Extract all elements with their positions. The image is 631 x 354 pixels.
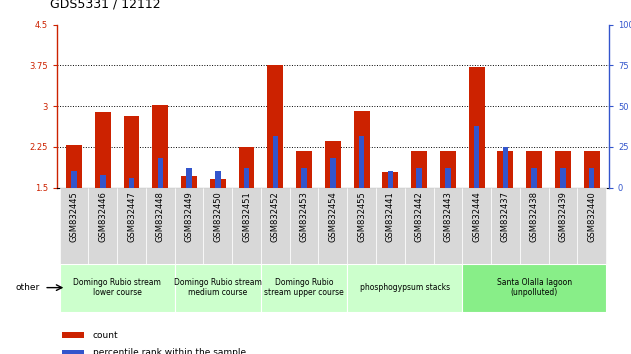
- Bar: [325, 142, 341, 188]
- Bar: [290, 188, 319, 264]
- Text: Domingo Rubio stream
medium course: Domingo Rubio stream medium course: [174, 278, 262, 297]
- Text: GSM832451: GSM832451: [242, 192, 251, 242]
- Bar: [62, 350, 85, 354]
- Bar: [124, 116, 139, 188]
- Bar: [100, 175, 105, 188]
- Bar: [158, 158, 163, 188]
- Bar: [117, 188, 146, 264]
- Bar: [463, 264, 606, 312]
- Bar: [60, 264, 175, 312]
- Bar: [273, 136, 278, 188]
- Bar: [95, 112, 110, 188]
- Bar: [129, 178, 134, 188]
- Bar: [210, 179, 226, 188]
- Bar: [71, 171, 77, 188]
- Text: GSM832444: GSM832444: [472, 192, 481, 242]
- Bar: [555, 151, 571, 188]
- Bar: [548, 188, 577, 264]
- Bar: [584, 151, 599, 188]
- Bar: [302, 168, 307, 188]
- Bar: [347, 264, 463, 312]
- Text: other: other: [16, 283, 40, 292]
- Bar: [382, 172, 398, 188]
- Text: GSM832439: GSM832439: [558, 192, 567, 242]
- Bar: [203, 188, 232, 264]
- Bar: [215, 171, 221, 188]
- Bar: [411, 151, 427, 188]
- Bar: [440, 151, 456, 188]
- Bar: [463, 188, 491, 264]
- Bar: [560, 168, 565, 188]
- Bar: [526, 151, 542, 188]
- Bar: [404, 188, 433, 264]
- Bar: [66, 145, 82, 188]
- Bar: [491, 188, 520, 264]
- Bar: [359, 136, 364, 188]
- Bar: [319, 188, 347, 264]
- Bar: [347, 188, 376, 264]
- Text: GSM832450: GSM832450: [213, 192, 222, 242]
- Bar: [474, 126, 480, 188]
- Bar: [520, 188, 548, 264]
- Text: GSM832441: GSM832441: [386, 192, 395, 242]
- Bar: [416, 168, 422, 188]
- Bar: [469, 67, 485, 188]
- Bar: [433, 188, 463, 264]
- Bar: [60, 188, 88, 264]
- Bar: [261, 264, 347, 312]
- Bar: [239, 147, 254, 188]
- Text: GSM832446: GSM832446: [98, 192, 107, 242]
- Text: GSM832448: GSM832448: [156, 192, 165, 242]
- Text: GSM832455: GSM832455: [357, 192, 366, 242]
- Bar: [62, 332, 85, 338]
- Bar: [181, 176, 197, 188]
- Text: Domingo Rubio stream
lower course: Domingo Rubio stream lower course: [73, 278, 161, 297]
- Text: GSM832452: GSM832452: [271, 192, 280, 242]
- Bar: [153, 105, 168, 188]
- Text: GSM832449: GSM832449: [185, 192, 194, 242]
- Text: GSM832442: GSM832442: [415, 192, 423, 242]
- Bar: [376, 188, 404, 264]
- Text: GDS5331 / 12112: GDS5331 / 12112: [50, 0, 161, 11]
- Bar: [88, 188, 117, 264]
- Bar: [589, 168, 594, 188]
- Bar: [497, 151, 513, 188]
- Bar: [244, 168, 249, 188]
- Bar: [503, 147, 508, 188]
- Bar: [387, 171, 393, 188]
- Text: Santa Olalla lagoon
(unpolluted): Santa Olalla lagoon (unpolluted): [497, 278, 572, 297]
- Text: phosphogypsum stacks: phosphogypsum stacks: [360, 283, 450, 292]
- Text: Domingo Rubio
stream upper course: Domingo Rubio stream upper course: [264, 278, 344, 297]
- Text: GSM832440: GSM832440: [587, 192, 596, 242]
- Bar: [577, 188, 606, 264]
- Bar: [354, 110, 370, 188]
- Text: GSM832445: GSM832445: [69, 192, 78, 242]
- Text: GSM832443: GSM832443: [444, 192, 452, 242]
- Text: GSM832447: GSM832447: [127, 192, 136, 242]
- Text: percentile rank within the sample: percentile rank within the sample: [93, 348, 246, 354]
- Bar: [261, 188, 290, 264]
- Text: count: count: [93, 331, 118, 340]
- Bar: [175, 264, 261, 312]
- Bar: [531, 168, 537, 188]
- Text: GSM832438: GSM832438: [529, 192, 539, 242]
- Bar: [175, 188, 203, 264]
- Bar: [232, 188, 261, 264]
- Text: GSM832454: GSM832454: [328, 192, 338, 242]
- Bar: [268, 65, 283, 188]
- Bar: [296, 151, 312, 188]
- Bar: [186, 168, 192, 188]
- Bar: [445, 168, 451, 188]
- Text: GSM832437: GSM832437: [501, 192, 510, 242]
- Bar: [146, 188, 175, 264]
- Bar: [330, 158, 336, 188]
- Text: GSM832453: GSM832453: [300, 192, 309, 242]
